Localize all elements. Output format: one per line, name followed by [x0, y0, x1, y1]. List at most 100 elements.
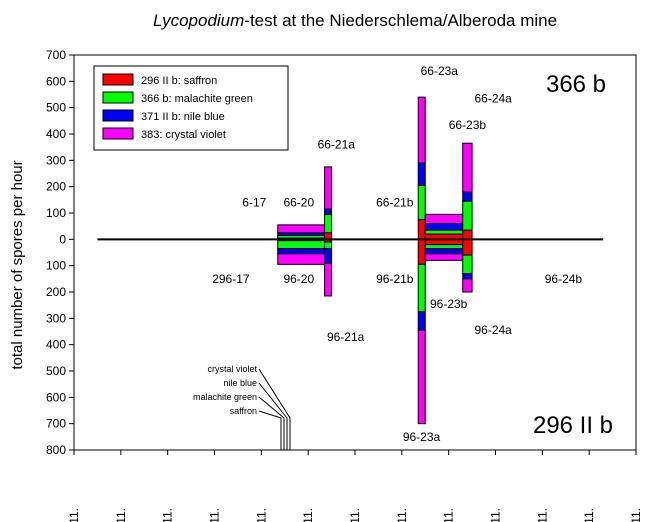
annotation-label: 66-24a: [474, 91, 512, 105]
x-tick-label: 22.11.: [348, 508, 362, 522]
bar-segment: [424, 229, 464, 235]
annotation-label: 66-21a: [318, 138, 356, 152]
annotation-label: 66-23b: [449, 118, 487, 132]
y-tick-label: 400: [46, 338, 66, 352]
bar-segment: [277, 248, 326, 255]
y-tick-label: 700: [46, 417, 66, 431]
legend-swatch: [102, 73, 134, 86]
corner-labels: 366 b 296 II b: [516, 64, 630, 444]
y-tick-label: 600: [46, 74, 66, 88]
y-tick-label: 0: [59, 232, 66, 246]
annotation-label: 6-17: [242, 195, 266, 209]
bar-segment: [462, 142, 473, 193]
inset-label: nile blue: [223, 378, 257, 388]
inset-legend: crystal violet nile blue malachite green sa…: [193, 364, 291, 450]
x-tick-label: 24.11.: [442, 508, 456, 522]
legend-swatch: [102, 109, 134, 122]
inset-leader-line: [258, 410, 282, 450]
bar-segment: [417, 238, 426, 265]
bar-segment: [462, 278, 473, 293]
y-tick-label: 600: [46, 390, 66, 404]
annotation-label: 96-24a: [474, 323, 512, 337]
y-tick-label: 800: [46, 443, 66, 457]
y-tick-label: 300: [46, 153, 66, 167]
annotation-label: 66-20: [283, 195, 314, 209]
bar-segment: [417, 311, 426, 331]
bar-segment: [324, 208, 333, 215]
annotations-layer: 6-17 66-20 66-21a 66-21b 66-23a 66-24a 66-23b 2…: [212, 64, 582, 444]
y-tick-label: 500: [46, 101, 66, 115]
annotation-label: 96-24b: [545, 272, 583, 286]
bar-segment: [324, 166, 333, 210]
y-tick-label: 300: [46, 311, 66, 325]
y-tick-label: 400: [46, 127, 66, 141]
legend-swatch: [102, 91, 134, 104]
bar-segment: [462, 191, 473, 202]
legend: 296 II b: saffron 366 b: malachite green 3…: [93, 65, 289, 151]
inset-leader-line: [258, 368, 291, 450]
annotation-label: 96-20: [283, 272, 314, 286]
x-tick-label: 28.11.: [629, 508, 643, 522]
bars-layer: [277, 96, 473, 425]
bar-segment: [417, 184, 426, 221]
legend-label: 366 b: malachite green: [141, 93, 253, 105]
inset-label: malachite green: [193, 392, 257, 402]
x-tick-label: 19.11.: [208, 508, 222, 522]
corner-bottom-bg: [516, 408, 630, 444]
corner-label-bottom: 296 II b: [533, 412, 613, 439]
legend-label: 371 II b: nile blue: [141, 111, 225, 123]
y-tick-label: 500: [46, 364, 66, 378]
bar-segment: [424, 223, 464, 231]
inset-label: saffron: [230, 406, 257, 416]
legend-label: 383: crystal violet: [141, 129, 226, 141]
x-tick-label: 26.11.: [535, 508, 549, 522]
y-ticks-layer: 700 600 500 400 300 200 100 0 100 200 300 400 500 600…: [46, 48, 74, 457]
chart-title-italic: Lycopodium: [153, 11, 244, 30]
corner-label-top: 366 b: [546, 71, 606, 98]
legend-label: 296 II b: saffron: [141, 75, 217, 87]
x-tick-label: 27.11.: [582, 508, 596, 522]
bar-segment: [462, 273, 473, 280]
chart-title: Lycopodium-test at the Niederschlema/Alb…: [153, 11, 557, 30]
bar-segment: [417, 263, 426, 313]
bar-segment: [462, 238, 473, 256]
bar-segment: [417, 219, 426, 240]
x-tick-label: 17.11.: [114, 508, 128, 522]
bar-segment: [324, 213, 333, 234]
bar-segment: [417, 329, 426, 425]
bar-segment: [424, 253, 464, 261]
corner-top-bg: [526, 64, 628, 102]
annotation-label: 96-23b: [430, 297, 468, 311]
bar-segment: [462, 200, 473, 231]
chart-title-rest: -test at the Niederschlema/Alberoda mine: [244, 11, 557, 30]
bar-segment: [324, 262, 333, 297]
x-tick-label: 16.11.: [67, 508, 81, 522]
annotation-label: 296-17: [212, 272, 250, 286]
annotation-label: 66-21b: [376, 195, 414, 209]
bar-segment: [462, 254, 473, 275]
bar-segment: [417, 162, 426, 186]
x-ticks-layer: 16.11. 17.11. 18.11. 19.11. 20.11. 21.11. 22.1…: [67, 450, 643, 522]
y-tick-label: 200: [46, 180, 66, 194]
legend-swatch: [102, 127, 134, 140]
annotation-label: 66-23a: [421, 64, 459, 78]
x-tick-label: 21.11.: [301, 508, 315, 522]
annotation-label: 96-21b: [376, 272, 414, 286]
x-tick-label: 20.11.: [254, 508, 268, 522]
y-tick-label: 100: [46, 206, 66, 220]
x-tick-label: 25.11.: [489, 508, 503, 522]
y-tick-label: 200: [46, 285, 66, 299]
inset-label: crystal violet: [207, 364, 257, 374]
bar-segment: [424, 248, 464, 255]
x-tick-label: 18.11.: [161, 508, 175, 522]
inset-leader-line: [258, 396, 285, 450]
x-tick-label: 23.11.: [395, 508, 409, 522]
y-tick-label: 100: [46, 259, 66, 273]
y-axis-label: total number of spores per hour: [9, 160, 26, 369]
annotation-label: 96-23a: [403, 430, 441, 444]
bar-segment: [277, 240, 326, 250]
bar-segment: [417, 96, 426, 164]
bar-segment: [424, 244, 464, 250]
inset-leader-line: [258, 382, 288, 450]
